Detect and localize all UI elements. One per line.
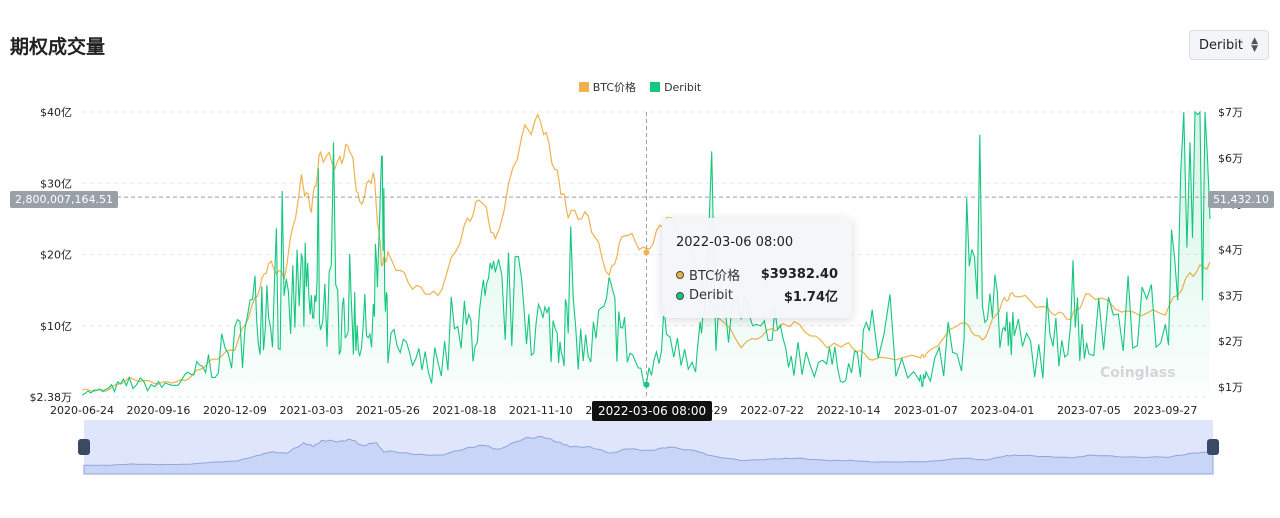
right-tick-label: $2万 bbox=[1218, 335, 1243, 348]
navigator-handle-left bbox=[78, 439, 90, 455]
x-tick-label: 2021-05-26 bbox=[356, 404, 420, 417]
x-tick-label: 2021-03-03 bbox=[279, 404, 343, 417]
right-axis: $1万$2万$3万$4万$5万$6万$7万 bbox=[1218, 106, 1243, 394]
right-tick-label: $4万 bbox=[1218, 243, 1243, 256]
hover-point-deribit bbox=[643, 381, 650, 388]
watermark: Coinglass bbox=[1100, 365, 1176, 381]
legend-item-deribit[interactable]: Deribit bbox=[650, 79, 701, 95]
crosshair-x-value: 2022-03-06 08:00 bbox=[592, 401, 713, 421]
left-tick-label: $40亿 bbox=[40, 106, 72, 119]
left-tick-label: $30亿 bbox=[40, 177, 72, 190]
tooltip: 2022-03-06 08:00 BTC价格 $39382.40 Deribit… bbox=[662, 218, 852, 318]
legend-swatch-deribit bbox=[650, 82, 661, 92]
legend-label-deribit: Deribit bbox=[664, 80, 702, 94]
crosshair-right-value: 51,432.10 bbox=[1208, 191, 1274, 208]
right-tick-label: $3万 bbox=[1218, 289, 1243, 302]
legend-swatch-btc bbox=[578, 82, 589, 92]
right-tick-label: $6万 bbox=[1218, 152, 1243, 165]
x-tick-label: 2020-09-16 bbox=[127, 404, 191, 417]
x-tick-label: 2020-12-09 bbox=[203, 404, 267, 417]
x-tick-label: 2021-08-18 bbox=[432, 404, 496, 417]
right-tick-label: $7万 bbox=[1218, 106, 1243, 119]
tooltip-date: 2022-03-06 08:00 bbox=[676, 235, 794, 250]
chevron-updown-icon: ▲ ▼ bbox=[1251, 36, 1258, 54]
range-navigator bbox=[78, 420, 1219, 475]
crosshair-left-value: 2,800,007,164.51 bbox=[10, 191, 118, 208]
x-tick-label: 2023-09-27 bbox=[1133, 404, 1197, 417]
tooltip-value-btc: $39382.40 bbox=[760, 267, 838, 282]
legend-label-btc: BTC价格 bbox=[592, 81, 637, 94]
legend-item-btc[interactable]: BTC价格 bbox=[578, 79, 637, 95]
x-tick-label: 2023-04-01 bbox=[970, 404, 1034, 417]
tooltip-row-deribit: Deribit $1.74亿 bbox=[676, 285, 838, 306]
series-layer bbox=[81, 110, 1211, 397]
exchange-select-value: Deribit bbox=[1199, 37, 1243, 53]
tooltip-value-deribit: $1.74亿 bbox=[783, 290, 838, 305]
chart-legend: BTC价格 Deribit bbox=[0, 79, 1280, 95]
crosshair bbox=[82, 112, 1210, 397]
exchange-select[interactable]: Deribit ▲ ▼ bbox=[1189, 30, 1269, 60]
x-tick-label: 2023-07-05 bbox=[1057, 404, 1121, 417]
tooltip-label-deribit: Deribit bbox=[689, 288, 733, 303]
left-axis: $2.38万 $10亿 $20亿 $30亿 $40亿 bbox=[30, 106, 73, 404]
x-tick-label: 2021-11-10 bbox=[509, 404, 573, 417]
left-tick-label: $10亿 bbox=[40, 320, 72, 333]
x-tick-label: 2022-07-22 bbox=[740, 404, 804, 417]
hover-point-btc bbox=[643, 249, 650, 256]
x-tick-label: 2022-10-14 bbox=[817, 404, 881, 417]
right-tick-label: $1万 bbox=[1218, 381, 1243, 394]
tooltip-label-btc: BTC价格 bbox=[689, 269, 741, 284]
tooltip-dot-deribit bbox=[676, 291, 684, 300]
x-tick-label: 2020-06-24 bbox=[50, 404, 114, 417]
navigator-series bbox=[83, 435, 1214, 475]
series-line-deribit bbox=[81, 110, 1211, 396]
series-area-deribit bbox=[82, 112, 1210, 397]
page-title: 期权成交量 bbox=[10, 36, 106, 58]
tooltip-dot-btc bbox=[676, 270, 684, 279]
left-tick-label: $20亿 bbox=[40, 249, 72, 262]
navigator-handle-right bbox=[1207, 439, 1219, 455]
tooltip-row-btc: BTC价格 $39382.40 bbox=[676, 264, 838, 285]
left-tick-label: $2.38万 bbox=[30, 391, 73, 404]
x-tick-label: 2023-01-07 bbox=[894, 404, 958, 417]
